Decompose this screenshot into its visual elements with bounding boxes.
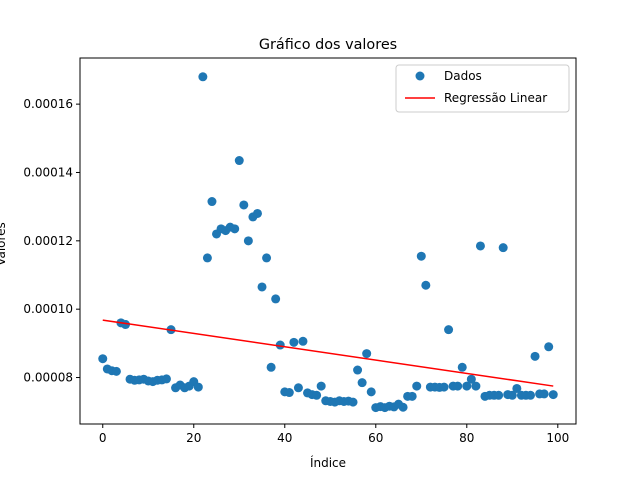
x-tick-label: 100 bbox=[546, 431, 569, 445]
data-point bbox=[121, 320, 131, 330]
data-point bbox=[539, 389, 549, 399]
data-point bbox=[289, 337, 299, 347]
x-axis-label: Índice bbox=[310, 455, 346, 470]
legend-box bbox=[395, 64, 570, 113]
data-point bbox=[398, 402, 408, 412]
data-point bbox=[266, 362, 276, 372]
data-point bbox=[471, 381, 481, 391]
data-point bbox=[293, 383, 303, 393]
axes: 0 20 40 60 80 100 0.00008 0.00010 0.00012 0.00014… bbox=[23, 57, 577, 445]
data-point bbox=[475, 241, 485, 251]
data-point bbox=[316, 381, 326, 391]
y-tick-label: 0.00008 bbox=[23, 371, 73, 385]
legend-label-regressao: Regressão Linear bbox=[444, 91, 547, 105]
data-point bbox=[193, 382, 203, 392]
regression-line bbox=[102, 319, 554, 387]
data-point bbox=[494, 390, 504, 400]
plot-area bbox=[98, 72, 558, 413]
legend-marker-dados bbox=[415, 71, 425, 81]
data-point bbox=[312, 390, 322, 400]
x-tick-label: 40 bbox=[277, 431, 292, 445]
legend-label-dados: Dados bbox=[444, 69, 482, 83]
y-tick-label: 0.00016 bbox=[23, 97, 73, 111]
data-point bbox=[421, 280, 431, 290]
data-point bbox=[98, 354, 108, 364]
data-point bbox=[439, 382, 449, 392]
data-point bbox=[271, 294, 281, 304]
x-tick-label: 0 bbox=[99, 431, 107, 445]
x-tick-label: 80 bbox=[459, 431, 474, 445]
data-point bbox=[202, 253, 212, 263]
y-tick-label: 0.00014 bbox=[23, 165, 73, 179]
data-point bbox=[252, 208, 262, 218]
data-point bbox=[357, 378, 367, 388]
data-point bbox=[366, 387, 376, 397]
data-point bbox=[507, 390, 517, 400]
data-point bbox=[243, 236, 253, 246]
data-point bbox=[530, 351, 540, 361]
data-point bbox=[444, 325, 454, 335]
data-point bbox=[457, 362, 467, 372]
data-point bbox=[353, 365, 363, 375]
data-point bbox=[348, 397, 358, 407]
data-point bbox=[275, 340, 285, 350]
x-tick-label: 20 bbox=[186, 431, 201, 445]
y-tick-label: 0.00012 bbox=[23, 234, 73, 248]
data-point bbox=[512, 383, 522, 393]
data-point bbox=[207, 197, 217, 207]
chart-title: Gráfico dos valores bbox=[259, 37, 397, 53]
data-point bbox=[525, 390, 535, 400]
data-point bbox=[416, 251, 426, 261]
data-point bbox=[111, 366, 121, 376]
y-tick-label: 0.00010 bbox=[23, 302, 73, 316]
data-point bbox=[239, 200, 249, 210]
data-point bbox=[362, 349, 372, 359]
data-point bbox=[161, 374, 171, 384]
data-point bbox=[198, 72, 208, 82]
data-point bbox=[412, 381, 422, 391]
x-tick-label: 60 bbox=[368, 431, 383, 445]
data-point bbox=[407, 391, 417, 401]
data-point bbox=[257, 282, 267, 292]
data-point bbox=[230, 224, 240, 234]
data-point bbox=[284, 388, 294, 398]
data-point bbox=[462, 381, 472, 391]
data-point bbox=[548, 390, 558, 400]
legend: Dados Regressão Linear bbox=[395, 64, 570, 113]
data-point bbox=[298, 336, 308, 346]
data-point bbox=[234, 156, 244, 166]
y-axis-label: Valores bbox=[0, 222, 8, 266]
data-point bbox=[466, 374, 476, 384]
data-point bbox=[498, 243, 508, 253]
data-point bbox=[453, 381, 463, 391]
data-point bbox=[544, 342, 554, 352]
data-point bbox=[262, 253, 272, 263]
